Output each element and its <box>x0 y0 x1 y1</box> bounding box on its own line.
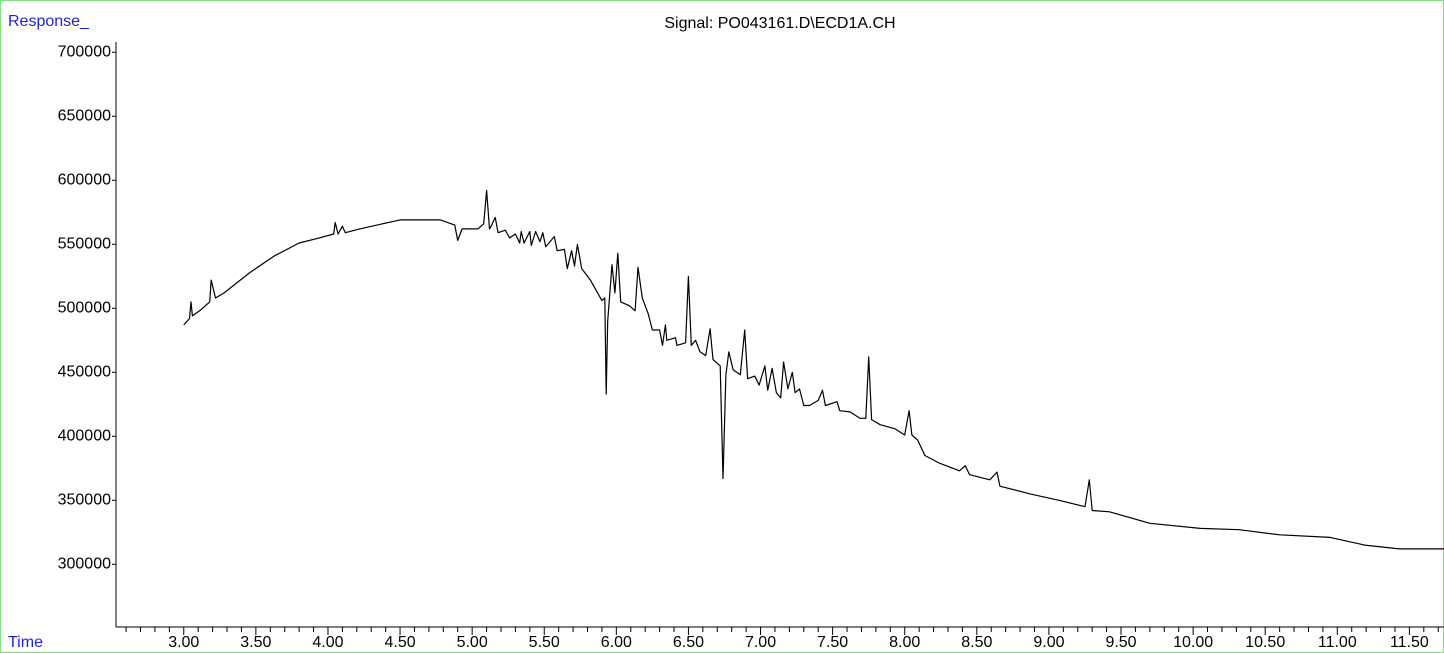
x-tick-label: 5.00 <box>457 634 488 651</box>
y-tick-label: 500000 <box>58 299 111 316</box>
x-tick-label: 10.00 <box>1173 634 1213 651</box>
y-tick-label: 700000 <box>58 43 111 60</box>
x-tick-label: 8.50 <box>961 634 992 651</box>
y-tick-label: 300000 <box>58 555 111 572</box>
x-tick-label: 3.50 <box>240 634 271 651</box>
x-tick-label: 7.50 <box>817 634 848 651</box>
y-tick-label: 450000 <box>58 363 111 380</box>
x-tick-label: 11.00 <box>1318 634 1357 651</box>
x-axis-label: Time <box>8 634 43 651</box>
chart-title: Signal: PO043161.D\ECD1A.CH <box>664 15 895 32</box>
x-tick-label: 10.50 <box>1245 634 1285 651</box>
signal-line <box>183 189 1444 550</box>
x-tick-label: 4.50 <box>384 634 415 651</box>
y-tick-label: 600000 <box>58 171 111 188</box>
x-tick-label: 6.00 <box>601 634 632 651</box>
x-tick-label: 11.50 <box>1390 634 1429 651</box>
y-tick-label: 650000 <box>58 107 111 124</box>
y-tick-label: 550000 <box>58 235 111 252</box>
x-tick-label: 6.50 <box>673 634 704 651</box>
x-tick-label: 9.50 <box>1105 634 1136 651</box>
y-tick-label: 400000 <box>58 427 111 444</box>
y-tick-label: 350000 <box>58 491 111 508</box>
x-tick-label: 4.00 <box>312 634 343 651</box>
x-tick-label: 7.00 <box>745 634 776 651</box>
y-axis-label: Response_ <box>8 13 90 30</box>
x-tick-label: 8.00 <box>889 634 920 651</box>
x-tick-label: 9.00 <box>1033 634 1064 651</box>
x-tick-label: 3.00 <box>168 634 199 651</box>
x-tick-label: 5.50 <box>529 634 560 651</box>
